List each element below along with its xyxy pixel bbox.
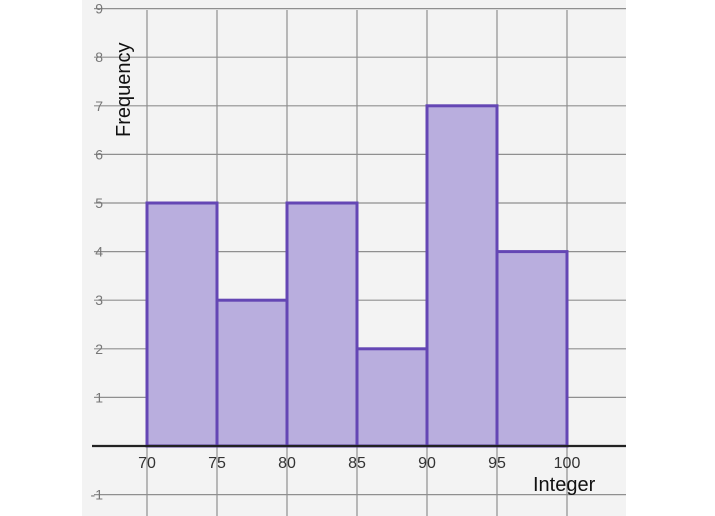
- histogram-bar: [145, 201, 219, 448]
- x-tick-label: 95: [488, 455, 506, 472]
- histogram-bar: [425, 104, 499, 448]
- y-tick-label: 5: [95, 195, 103, 211]
- histogram-bar: [285, 201, 359, 448]
- y-tick-label: 6: [95, 146, 103, 162]
- x-tick-label: 75: [208, 455, 226, 472]
- x-tick-label: 70: [138, 455, 156, 472]
- y-tick-label: 2: [95, 341, 103, 357]
- y-tick-label: 3: [95, 292, 103, 308]
- y-tick-labels: 9 8 7 6 5 4 3 2 1 -1: [91, 1, 104, 503]
- y-tick-label: 7: [95, 98, 103, 114]
- y-tick-label: 1: [95, 389, 103, 405]
- y-tick-label: -1: [91, 487, 104, 503]
- x-tick-label: 100: [554, 455, 581, 472]
- x-tick-label: 90: [418, 455, 436, 472]
- y-tick-label: 8: [95, 49, 103, 65]
- y-tick-label: 9: [95, 1, 103, 17]
- y-axis-label: Frequency: [113, 43, 135, 138]
- x-tick-label: 85: [348, 455, 366, 472]
- histogram-bars: [145, 104, 569, 448]
- histogram-bar: [355, 347, 429, 448]
- x-axis-label: Integer: [533, 474, 596, 496]
- x-tick-labels: 70 75 80 85 90 95 100: [138, 455, 580, 472]
- y-tick-label: 4: [95, 244, 103, 260]
- histogram-bar: [495, 250, 569, 448]
- histogram-bar: [215, 298, 289, 448]
- x-tick-label: 80: [278, 455, 296, 472]
